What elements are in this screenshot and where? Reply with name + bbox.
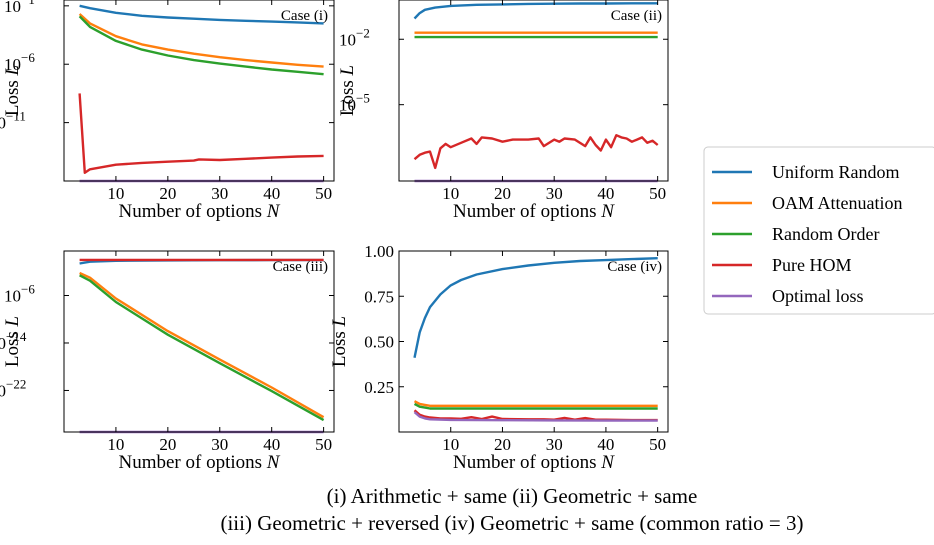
y-tick-label: 10−2 [339,25,370,49]
x-tick-label: 50 [649,435,666,454]
panel-3: 10 20 30 40 50 10−6 10−14 10−22 Case (iii) Number… [0,250,335,473]
series-pure-hom-line [413,409,658,422]
axes-frame [63,0,335,182]
axes-frame [63,250,335,433]
axes-frame [398,0,669,182]
x-axis-label: Number of options N [453,201,615,222]
x-tick-label: 20 [494,435,511,454]
x-tick-label: 20 [494,184,511,203]
y-tick-label: 10−6 [4,282,35,306]
series-random-order-line [79,274,325,422]
x-tick-label: 50 [649,184,666,203]
y-tick-label: 10−1 [4,0,35,16]
series-uniform-random-line [79,4,324,25]
legend-label: OAM Attenuation [772,193,903,213]
series-oam-attenuation-line [78,13,324,68]
x-tick-label: 10 [107,184,124,203]
series-random-order-line [413,402,658,410]
case-label: Case (i) [281,8,328,24]
series-random-order-line [78,15,324,76]
x-tick-label: 40 [263,435,280,454]
legend-label: Pure HOM [772,255,852,275]
x-axis-label: Number of options N [119,452,281,473]
x-tick-label: 30 [546,435,563,454]
x-tick-label: 50 [315,435,332,454]
x-tick-label: 10 [442,435,459,454]
x-tick-label: 30 [211,435,228,454]
x-tick-label: 10 [442,184,459,203]
x-axis-label: Number of options N [119,201,281,222]
series-oam-attenuation-line [413,400,658,407]
y-tick-label: 0.50 [364,333,394,352]
series-optimal-loss-line [413,411,658,422]
y-tick-label: 1.00 [364,242,394,261]
x-tick-label: 10 [107,435,124,454]
series-uniform-random-line [413,257,658,359]
x-tick-label: 30 [546,184,563,203]
x-tick-label: 20 [159,435,176,454]
panel-4: 10 20 30 40 50 1.00 0.75 0.50 0.25 Case (iv) Numbe… [329,242,669,473]
x-tick-label: 50 [315,184,332,203]
y-tick-label: 10−5 [339,91,370,115]
x-tick-label: 40 [263,184,280,203]
y-tick-label: 10−14 [0,329,27,353]
y-axis-label: Loss L [2,316,23,367]
y-tick-label: 0.25 [364,378,394,397]
x-axis-label: Number of options N [453,452,615,473]
caption-line-1: (i) Arithmetic + same (ii) Geometric + s… [327,484,698,508]
y-tick-label: 10−11 [0,109,26,133]
x-tick-label: 40 [597,184,614,203]
panel-1: 10 20 30 40 50 10−1 10−6 10−11 Case (i) Number of… [0,0,335,222]
caption-line-2: (iii) Geometric + reversed (iv) Geometri… [220,511,803,535]
panel-2: 10 20 30 40 50 10−2 10−5 Case (ii) Number of opt… [337,0,669,222]
y-tick-label: 10−6 [4,50,35,74]
x-tick-label: 20 [159,184,176,203]
y-axis-label: Loss L [329,316,350,367]
y-axis-label: Loss L [2,65,23,116]
case-label: Case (iii) [273,259,328,275]
legend-label: Uniform Random [772,162,900,182]
series-pure-hom-line [78,93,324,174]
y-axis-label: Loss L [337,65,358,116]
legend-box [703,146,934,315]
x-tick-label: 30 [211,184,228,203]
x-tick-label: 40 [597,435,614,454]
series-oam-attenuation-line [79,271,325,419]
legend-label: Random Order [772,224,879,244]
legend-label: Optimal loss [772,286,864,306]
case-label: Case (iv) [607,259,662,275]
case-label: Case (ii) [611,8,662,24]
y-tick-label: 0.75 [364,287,394,306]
y-tick-label: 10−22 [0,376,26,400]
legend: Uniform Random OAM Attenuation Random Orde… [703,146,934,315]
series-pure-hom-line [413,134,659,170]
